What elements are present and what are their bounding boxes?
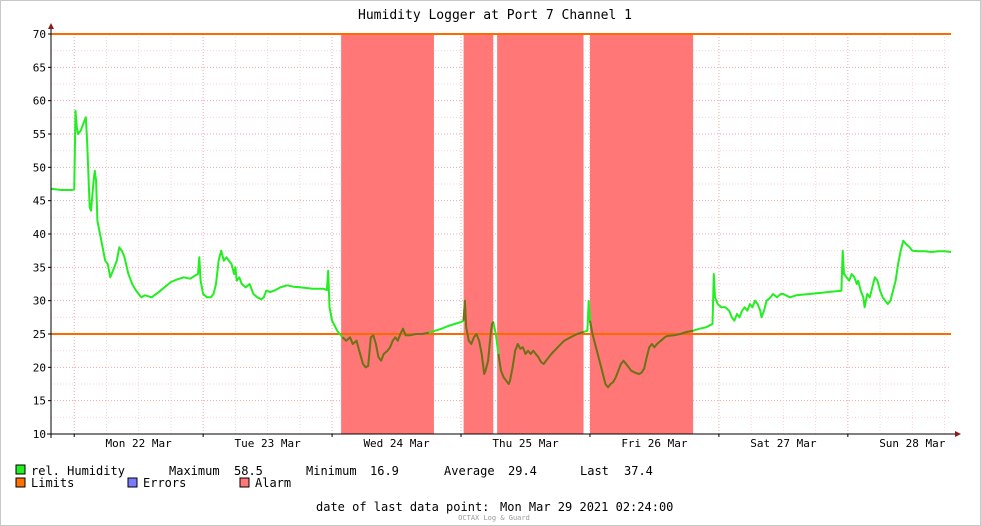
y-tick-label: 15 [33, 395, 46, 408]
humidity-series-alarm-segment [462, 299, 495, 375]
humidity-series-alarm-segment [341, 327, 429, 369]
alarm-period [463, 34, 494, 434]
y-tick-label: 10 [33, 428, 46, 441]
y-tick-labels: 10 15 20 25 30 35 40 45 50 55 60 65 70 [33, 28, 51, 441]
legend-alarm-label: Alarm [255, 476, 291, 490]
legend-humidity-label: rel. Humidity [31, 464, 125, 478]
y-tick-label: 55 [33, 128, 46, 141]
alarm-periods [341, 34, 694, 434]
y-tick-label: 25 [33, 328, 46, 341]
y-tick-label: 60 [33, 95, 46, 108]
humidity-series-alarm-segment [589, 320, 694, 389]
y-tick-label: 40 [33, 228, 46, 241]
last-label: Last [580, 464, 609, 478]
watermark: OCTAX Log & Guard [458, 514, 530, 522]
y-tick-label: 20 [33, 361, 46, 374]
y-axis-arrow [48, 23, 54, 29]
maximum-value: 58.5 [234, 464, 263, 478]
x-tick-label: Wed 24 Mar [363, 437, 430, 450]
y-tick-label: 65 [33, 61, 46, 74]
axes [47, 23, 961, 438]
x-tick-label: Tue 23 Mar [235, 437, 302, 450]
x-tick-labels: Mon 22 Mar Tue 23 Mar Wed 24 Mar Thu 25 Mar… [73, 434, 946, 450]
x-axis-arrow [955, 431, 961, 437]
average-label: Average [444, 464, 495, 478]
x-tick-label: Fri 26 Mar [621, 437, 688, 450]
minimum-value: 16.9 [370, 464, 399, 478]
limit-lines [51, 33, 951, 335]
x-tick-label: Mon 22 Mar [106, 437, 173, 450]
average-value: 29.4 [508, 464, 537, 478]
series-layer [50, 109, 952, 389]
x-tick-label: Thu 25 Mar [492, 437, 559, 450]
alarm-period [589, 34, 694, 434]
limits-swatch [15, 477, 26, 488]
alarm-swatch [239, 477, 250, 488]
humidity-swatch [15, 464, 26, 475]
legend-errors-label: Errors [143, 476, 186, 490]
alarm-period [497, 34, 584, 434]
maximum-label: Maximum [169, 464, 220, 478]
y-tick-label: 70 [33, 28, 46, 41]
last-data-point-label: date of last data point: [316, 500, 489, 514]
y-tick-label: 45 [33, 195, 46, 208]
y-tick-label: 30 [33, 295, 46, 308]
minimum-label: Minimum [306, 464, 357, 478]
x-tick-label: Sun 28 Mar [879, 437, 946, 450]
humidity-series-alarm-segment [497, 331, 584, 385]
y-tick-label: 35 [33, 261, 46, 274]
last-data-point-value: Mon Mar 29 2021 02:24:00 [500, 500, 673, 514]
legend-limits-label: Limits [31, 476, 74, 490]
errors-swatch [127, 477, 138, 488]
chart-title: Humidity Logger at Port 7 Channel 1 [358, 8, 632, 23]
alarm-period [341, 34, 434, 434]
y-tick-label: 50 [33, 161, 46, 174]
last-value: 37.4 [624, 464, 653, 478]
x-tick-label: Sat 27 Mar [750, 437, 817, 450]
